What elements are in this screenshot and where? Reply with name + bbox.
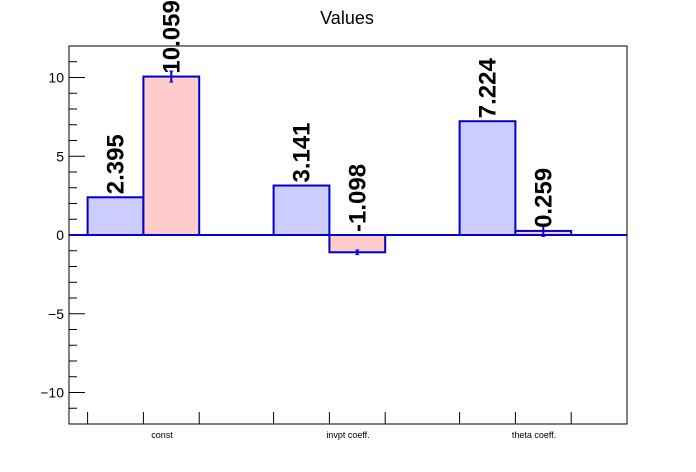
y-tick-label: −10 bbox=[40, 385, 64, 401]
plot-area: −10 −5 0 5 10 2.395 3.141 7.224 10.059 -1.098 0.25… bbox=[40, 0, 628, 440]
chart-title: Values bbox=[320, 8, 374, 28]
x-category-label: const bbox=[151, 430, 173, 440]
bar bbox=[272, 184, 331, 236]
data-label: -1.098 bbox=[344, 164, 371, 232]
x-category-label: theta coeff. bbox=[512, 430, 556, 440]
y-tick-label: 5 bbox=[56, 148, 64, 164]
data-label: 10.059 bbox=[158, 0, 185, 73]
data-label: 2.395 bbox=[103, 134, 130, 194]
y-tick-label: 10 bbox=[48, 70, 64, 86]
bar bbox=[458, 120, 517, 236]
x-category-label: invpt coeff. bbox=[326, 430, 369, 440]
data-label: 0.259 bbox=[530, 168, 557, 228]
y-tick-label: −5 bbox=[48, 306, 64, 322]
data-label: 7.224 bbox=[475, 58, 502, 119]
y-tick-label: 0 bbox=[56, 227, 64, 243]
bar bbox=[86, 196, 145, 236]
data-label: 3.141 bbox=[289, 122, 316, 182]
bar bbox=[142, 75, 201, 236]
